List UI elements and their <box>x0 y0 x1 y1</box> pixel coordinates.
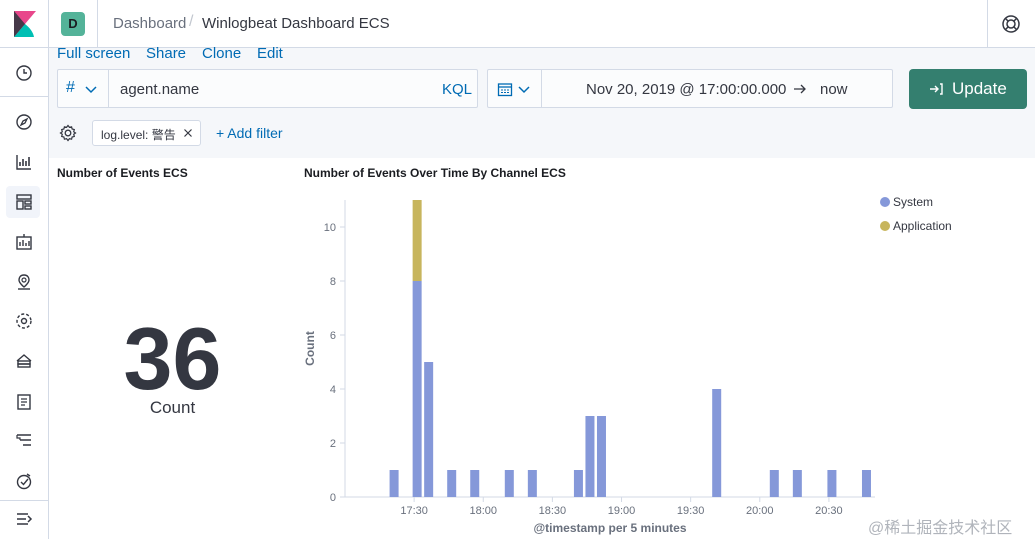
search-input[interactable]: agent.name <box>120 81 200 98</box>
legend-swatch-system <box>880 197 890 207</box>
gear-icon[interactable] <box>59 124 77 142</box>
bar-system-1850 <box>596 416 606 497</box>
bar-system-1840 <box>573 470 583 497</box>
bar-system-2030 <box>827 470 837 497</box>
end-date[interactable]: now <box>820 81 848 98</box>
side-navigation <box>0 48 49 539</box>
calendar-icon <box>497 83 513 97</box>
bar-application-1730 <box>412 200 422 281</box>
header-divider <box>48 0 49 47</box>
x-tick-label: 20:00 <box>746 505 774 517</box>
filter-pill-label: log.level: 警告 <box>101 128 176 142</box>
legend-label-system: System <box>893 195 933 209</box>
metric-value: 36 <box>123 309 222 408</box>
x-tick-label: 20:30 <box>815 505 843 517</box>
apm-icon[interactable] <box>15 432 33 450</box>
filter-pill[interactable]: log.level: 警告 <box>92 120 201 146</box>
space-avatar[interactable]: D <box>61 12 85 36</box>
y-tick-label: 6 <box>330 330 336 342</box>
events-over-time-chart: 0 2 4 6 8 10 17:30 18:00 18:30 19:00 19:30 20:00 20:… <box>303 195 952 535</box>
y-axis-title: Count <box>303 331 317 366</box>
bar-system-1735 <box>424 362 434 497</box>
page-title: Winlogbeat Dashboard ECS <box>202 15 390 32</box>
breadcrumb-separator: / <box>189 13 194 30</box>
full-screen-link[interactable]: Full screen <box>57 45 131 62</box>
chevron-down-icon <box>85 86 97 94</box>
metric-panel-title: Number of Events ECS <box>57 166 188 180</box>
y-tick-label: 0 <box>330 492 336 504</box>
bar-system-1720 <box>389 470 399 497</box>
bar-system-2015 <box>792 470 802 497</box>
update-button-label: Update <box>952 79 1007 98</box>
y-tick-label: 8 <box>330 276 336 288</box>
bar-system-2045 <box>861 470 871 497</box>
bar-system-1755 <box>470 470 480 497</box>
legend-label-application: Application <box>893 219 952 233</box>
maps-icon[interactable] <box>15 273 33 291</box>
refresh-icon <box>930 83 943 95</box>
canvas-icon[interactable] <box>15 233 33 251</box>
logs-icon[interactable] <box>15 393 33 411</box>
bar-system-1845 <box>585 416 595 497</box>
bar-system-1810 <box>504 470 514 497</box>
add-filter-button[interactable]: + Add filter <box>216 125 283 141</box>
clock-icon[interactable] <box>15 64 33 82</box>
start-date[interactable]: Nov 20, 2019 @ 17:00:00.000 <box>586 81 787 98</box>
chart-panel-title: Number of Events Over Time By Channel EC… <box>304 166 566 180</box>
kibana-logo-icon[interactable] <box>14 11 36 37</box>
watermark-text: @稀土掘金技术社区 <box>868 520 1013 537</box>
discover-compass-icon[interactable] <box>15 113 33 131</box>
kql-toggle[interactable]: KQL <box>442 81 473 98</box>
help-icon[interactable] <box>1001 14 1021 34</box>
query-bar: # agent.name KQL <box>57 69 478 108</box>
update-button[interactable]: Update <box>909 69 1027 109</box>
infrastructure-icon[interactable] <box>15 352 33 370</box>
uptime-icon[interactable] <box>15 472 33 490</box>
bar-system-1820 <box>527 470 537 497</box>
x-tick-label: 18:30 <box>539 505 567 517</box>
x-tick-label: 17:30 <box>400 505 428 517</box>
x-tick-label: 19:30 <box>677 505 705 517</box>
metric-label: Count <box>149 398 196 417</box>
top-header: D Dashboard / Winlogbeat Dashboard ECS <box>0 0 1035 48</box>
bar-system-1745 <box>447 470 457 497</box>
expand-nav-icon[interactable] <box>15 510 33 528</box>
date-picker: Nov 20, 2019 @ 17:00:00.000 now <box>487 69 893 108</box>
edit-link[interactable]: Edit <box>257 45 283 62</box>
nav-divider <box>0 96 48 97</box>
dashboard-icon[interactable] <box>15 193 33 211</box>
visualize-icon[interactable] <box>15 153 33 171</box>
x-tick-label: 19:00 <box>608 505 636 517</box>
bar-system-2005 <box>769 470 779 497</box>
chevron-down-icon <box>518 86 530 94</box>
breadcrumb-dashboard[interactable]: Dashboard <box>113 15 187 32</box>
arrow-right-icon <box>794 84 806 94</box>
legend-swatch-application <box>880 221 890 231</box>
bar-system-1730 <box>412 281 422 497</box>
clone-link[interactable]: Clone <box>202 45 242 62</box>
header-divider <box>97 0 98 47</box>
x-tick-label: 18:00 <box>469 505 497 517</box>
header-divider <box>987 0 988 47</box>
y-tick-label: 4 <box>330 384 336 396</box>
quick-select-button[interactable] <box>488 70 542 107</box>
bar-system-1940 <box>712 389 722 497</box>
share-link[interactable]: Share <box>146 45 187 62</box>
y-tick-label: 2 <box>330 438 336 450</box>
hash-icon: # <box>66 79 75 96</box>
close-icon[interactable] <box>183 128 193 138</box>
machine-learning-icon[interactable] <box>15 312 33 330</box>
y-tick-label: 10 <box>324 222 336 234</box>
nav-divider <box>0 500 48 501</box>
x-axis-title: @timestamp per 5 minutes <box>533 521 686 535</box>
query-language-menu[interactable]: # <box>58 70 109 107</box>
